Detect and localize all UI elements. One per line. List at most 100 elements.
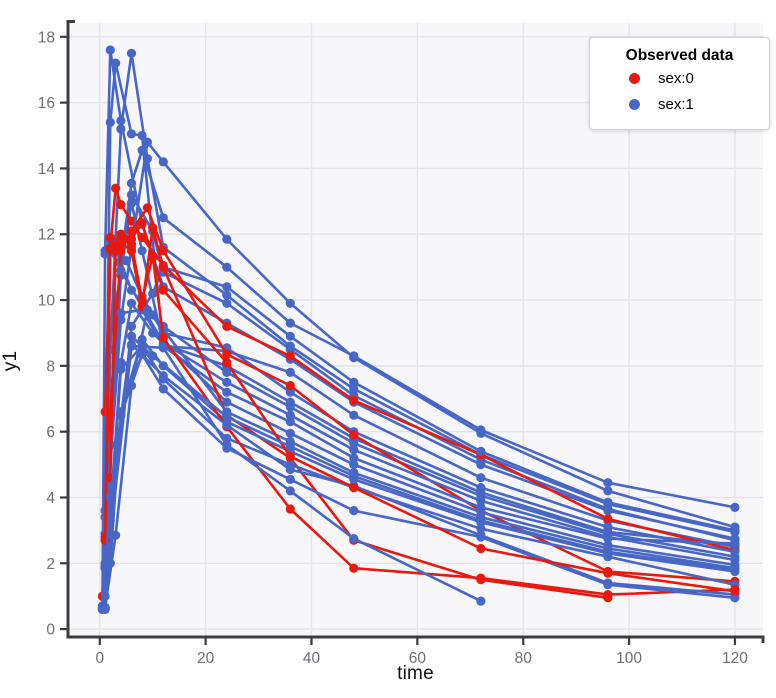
data-point-s24 — [222, 358, 232, 368]
data-point-s24 — [603, 568, 613, 578]
data-point-s09 — [603, 522, 613, 532]
data-point-s11 — [148, 288, 158, 299]
data-point-s19 — [116, 364, 126, 374]
data-point-s07 — [285, 351, 295, 361]
y-tick-label: 16 — [38, 95, 55, 112]
data-point-s24 — [730, 586, 740, 596]
data-point-s02 — [111, 58, 121, 68]
data-point-s20 — [137, 295, 147, 305]
data-point-s06 — [137, 145, 147, 155]
data-point-s17 — [142, 305, 152, 315]
x-tick-label: 20 — [197, 650, 215, 667]
series-line-s18 — [109, 338, 737, 573]
series-line-s12 — [101, 206, 737, 598]
legend: Observed data sex:0 sex:1 — [589, 37, 770, 130]
data-point-s10 — [285, 402, 295, 412]
data-point-s12 — [142, 203, 152, 213]
data-point-s25 — [126, 331, 137, 341]
data-point-s11 — [285, 331, 295, 341]
data-point-s21 — [158, 343, 168, 353]
data-point-s02 — [285, 367, 295, 377]
data-point-s07 — [603, 514, 613, 524]
data-point-s14 — [222, 387, 232, 397]
data-point-s20 — [349, 563, 359, 573]
data-point-s13 — [476, 496, 486, 506]
x-tick-label: 120 — [722, 650, 748, 667]
data-point-s03 — [126, 48, 137, 58]
data-point-s21 — [349, 534, 359, 544]
legend-item-label: sex:0 — [658, 70, 694, 87]
data-point-s04 — [222, 298, 232, 308]
data-point-s03 — [349, 384, 359, 394]
data-point-s25 — [476, 515, 486, 526]
data-point-s05 — [137, 246, 147, 256]
data-point-s07 — [222, 321, 232, 331]
data-point-s10 — [349, 438, 359, 448]
data-point-s09 — [476, 483, 486, 493]
data-point-s09 — [121, 256, 131, 266]
x-axis-label: time — [397, 663, 434, 684]
data-point-s11 — [476, 446, 486, 456]
y-tick-label: 4 — [46, 490, 55, 507]
x-tick-label: 40 — [303, 650, 321, 667]
y-tick-label: 14 — [38, 161, 56, 178]
series-line-s25 — [101, 334, 737, 610]
legend-item-sex1: sex:1 — [590, 92, 769, 117]
data-point-s23 — [285, 474, 295, 484]
y-tick-label: 6 — [46, 424, 55, 441]
data-point-s23 — [158, 384, 168, 394]
data-point-s25 — [148, 351, 158, 361]
data-point-s13 — [116, 265, 126, 275]
series-line-s01 — [101, 48, 737, 610]
x-tick-label: 60 — [409, 650, 427, 667]
data-point-s04 — [285, 344, 295, 354]
data-point-s16 — [105, 232, 115, 243]
data-point-s08 — [285, 298, 295, 308]
y-axis-label: y1 — [0, 350, 21, 372]
x-tick-label: 80 — [515, 650, 533, 667]
data-point-s12 — [158, 246, 168, 256]
data-point-s15 — [349, 460, 359, 470]
data-point-s10 — [222, 367, 232, 377]
data-point-s21 — [476, 596, 486, 606]
data-point-s24 — [158, 285, 168, 295]
data-point-s06 — [158, 213, 168, 223]
data-point-s14 — [116, 308, 126, 318]
data-point-s11 — [126, 321, 137, 331]
data-point-s02 — [105, 117, 115, 127]
data-point-s02 — [349, 410, 359, 420]
data-point-s11 — [730, 525, 740, 536]
data-point-s14 — [603, 534, 613, 544]
data-point-s20 — [476, 573, 486, 583]
data-point-s23 — [730, 593, 740, 603]
data-point-s15 — [148, 328, 158, 338]
series-line-s03 — [103, 51, 737, 611]
data-point-s24 — [137, 218, 147, 228]
data-point-s24 — [476, 543, 486, 554]
y-tick-label: 0 — [46, 622, 55, 639]
data-point-s14 — [730, 539, 740, 549]
data-point-s14 — [285, 417, 295, 427]
data-point-s15 — [285, 428, 295, 438]
data-point-s20 — [285, 504, 295, 514]
y-tick-label: 18 — [38, 29, 55, 46]
y-tick-label: 10 — [38, 293, 56, 310]
data-point-s16 — [158, 262, 168, 272]
data-point-s06 — [222, 262, 232, 272]
data-point-s06 — [730, 502, 740, 512]
data-point-s02 — [476, 473, 486, 483]
y-tick-label: 12 — [38, 227, 55, 244]
legend-title: Observed data — [625, 47, 734, 64]
data-point-s20 — [603, 590, 613, 600]
data-point-s07 — [137, 232, 147, 243]
data-point-s06 — [285, 318, 295, 328]
data-point-s21 — [285, 486, 295, 496]
data-point-s13 — [222, 377, 232, 387]
data-point-s03 — [222, 290, 232, 300]
data-point-s25 — [285, 441, 295, 452]
data-point-s11 — [603, 497, 613, 507]
data-point-s04 — [603, 504, 613, 514]
data-point-s08 — [349, 353, 359, 363]
x-tick-label: 0 — [95, 650, 104, 667]
data-point-s08 — [603, 486, 613, 496]
